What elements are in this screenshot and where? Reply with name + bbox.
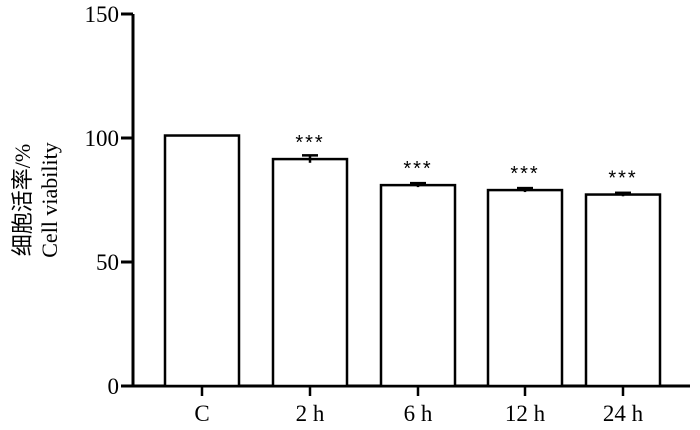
bar-1: [163, 134, 241, 388]
bars: *** *** *** ***: [163, 132, 662, 388]
y-axis-title: 细胞活率/% Cell viability: [10, 142, 62, 258]
significance-label-2: ***: [295, 132, 324, 154]
y-tick-label: 0: [108, 374, 120, 399]
bar-4: [486, 188, 564, 388]
y-tick-label: 150: [85, 2, 120, 27]
x-axis-ticks: C 2 h 6 h 12 h 24 h: [194, 386, 644, 426]
significance-label-4: ***: [510, 163, 539, 185]
bar-3: [379, 183, 457, 388]
y-axis-title-line-2: Cell viability: [37, 142, 62, 258]
x-tick-label: 2 h: [296, 401, 325, 426]
x-tick-label: 24 h: [603, 401, 644, 426]
y-axis-ticks: 0 50 100 150: [85, 2, 133, 399]
significance-label-3: ***: [403, 158, 432, 180]
y-tick-label: 100: [85, 126, 120, 151]
x-tick-label: 6 h: [404, 401, 433, 426]
y-tick-label: 50: [96, 250, 119, 275]
x-tick-label: C: [194, 401, 209, 426]
bar-2: [271, 157, 349, 388]
x-tick-label: 12 h: [505, 401, 546, 426]
y-axis-title-line-1: 细胞活率/%: [10, 144, 35, 256]
bar-5: [584, 193, 662, 388]
significance-label-5: ***: [608, 168, 637, 190]
